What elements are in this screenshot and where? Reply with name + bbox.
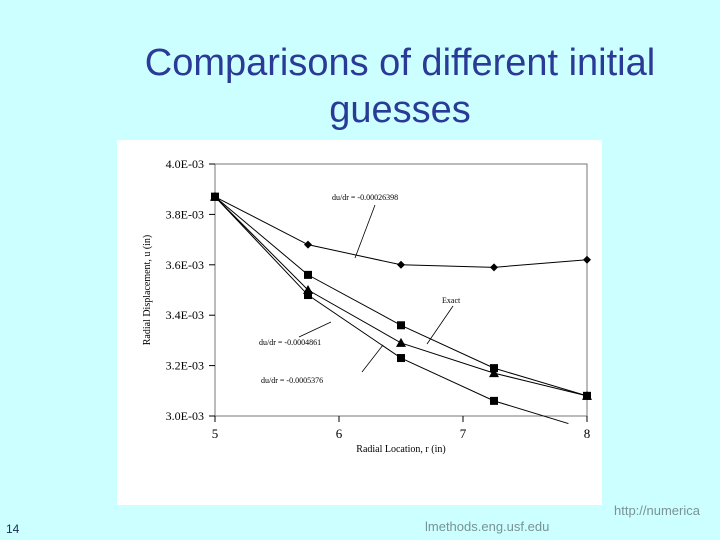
chart-panel: 3.0E-03 3.2E-03 3.4E-03 3.6E-03 3.8E-03 4.0E-… <box>117 140 602 505</box>
series-line <box>214 196 588 397</box>
y-tick-label: 3.0E-03 <box>166 409 204 423</box>
series-1 <box>214 196 588 268</box>
x-tick-label: 6 <box>336 426 343 441</box>
x-tick-label: 5 <box>212 426 219 441</box>
y-tick-label: 4.0E-03 <box>166 157 204 171</box>
annotation-label: Exact <box>442 296 461 305</box>
data-point <box>397 354 405 363</box>
data-point <box>490 396 498 405</box>
data-point <box>489 368 499 378</box>
series-line <box>214 196 588 268</box>
data-point <box>397 321 405 330</box>
footer-url-right[interactable]: http://numerica <box>614 503 700 518</box>
data-point <box>397 260 405 269</box>
series-4 <box>214 196 569 425</box>
data-point <box>490 263 498 272</box>
annotation-leader <box>426 305 454 345</box>
data-point <box>583 255 591 264</box>
series-2 <box>214 196 588 397</box>
slide-number: 14 <box>6 522 20 536</box>
plot-frame <box>214 163 588 417</box>
data-point <box>304 240 312 249</box>
annotation-leader <box>361 344 384 373</box>
title-line-1: Comparisons of different initial <box>144 42 656 84</box>
y-tick-label: 3.4E-03 <box>166 308 204 322</box>
data-point <box>582 390 592 400</box>
x-axis-label: Radial Location, r (in) <box>356 444 445 455</box>
data-point <box>211 192 219 201</box>
data-point <box>304 270 312 279</box>
data-point <box>304 291 312 300</box>
annotation-label: du/dr = -0.00026398 <box>332 193 398 202</box>
y-tick-label: 3.8E-03 <box>166 207 204 221</box>
annotation-label: du/dr = -0.0005376 <box>261 376 323 385</box>
x-tick-label: 7 <box>460 426 467 441</box>
series-line <box>214 196 588 397</box>
title-line-2: guesses <box>329 89 471 131</box>
annotation-leader <box>354 204 376 259</box>
slide-title: Comparisons of different initial guesses <box>110 40 690 134</box>
annotation-leader <box>298 321 332 338</box>
footer-url-left[interactable]: lmethods.eng.usf.edu <box>425 519 550 534</box>
x-tick-label: 8 <box>584 426 591 441</box>
annotation-label: du/dr = -0.0004861 <box>259 338 321 347</box>
y-tick-label: 3.6E-03 <box>166 258 204 272</box>
data-point <box>490 364 498 373</box>
y-axis-label: Radial Displacement, u (in) <box>142 235 153 346</box>
series-line <box>214 196 569 425</box>
displacement-chart: 3.0E-03 3.2E-03 3.4E-03 3.6E-03 3.8E-03 4.0E-… <box>142 157 592 455</box>
y-tick-label: 3.2E-03 <box>166 359 204 373</box>
series-3 <box>214 196 588 397</box>
data-point <box>396 337 406 347</box>
